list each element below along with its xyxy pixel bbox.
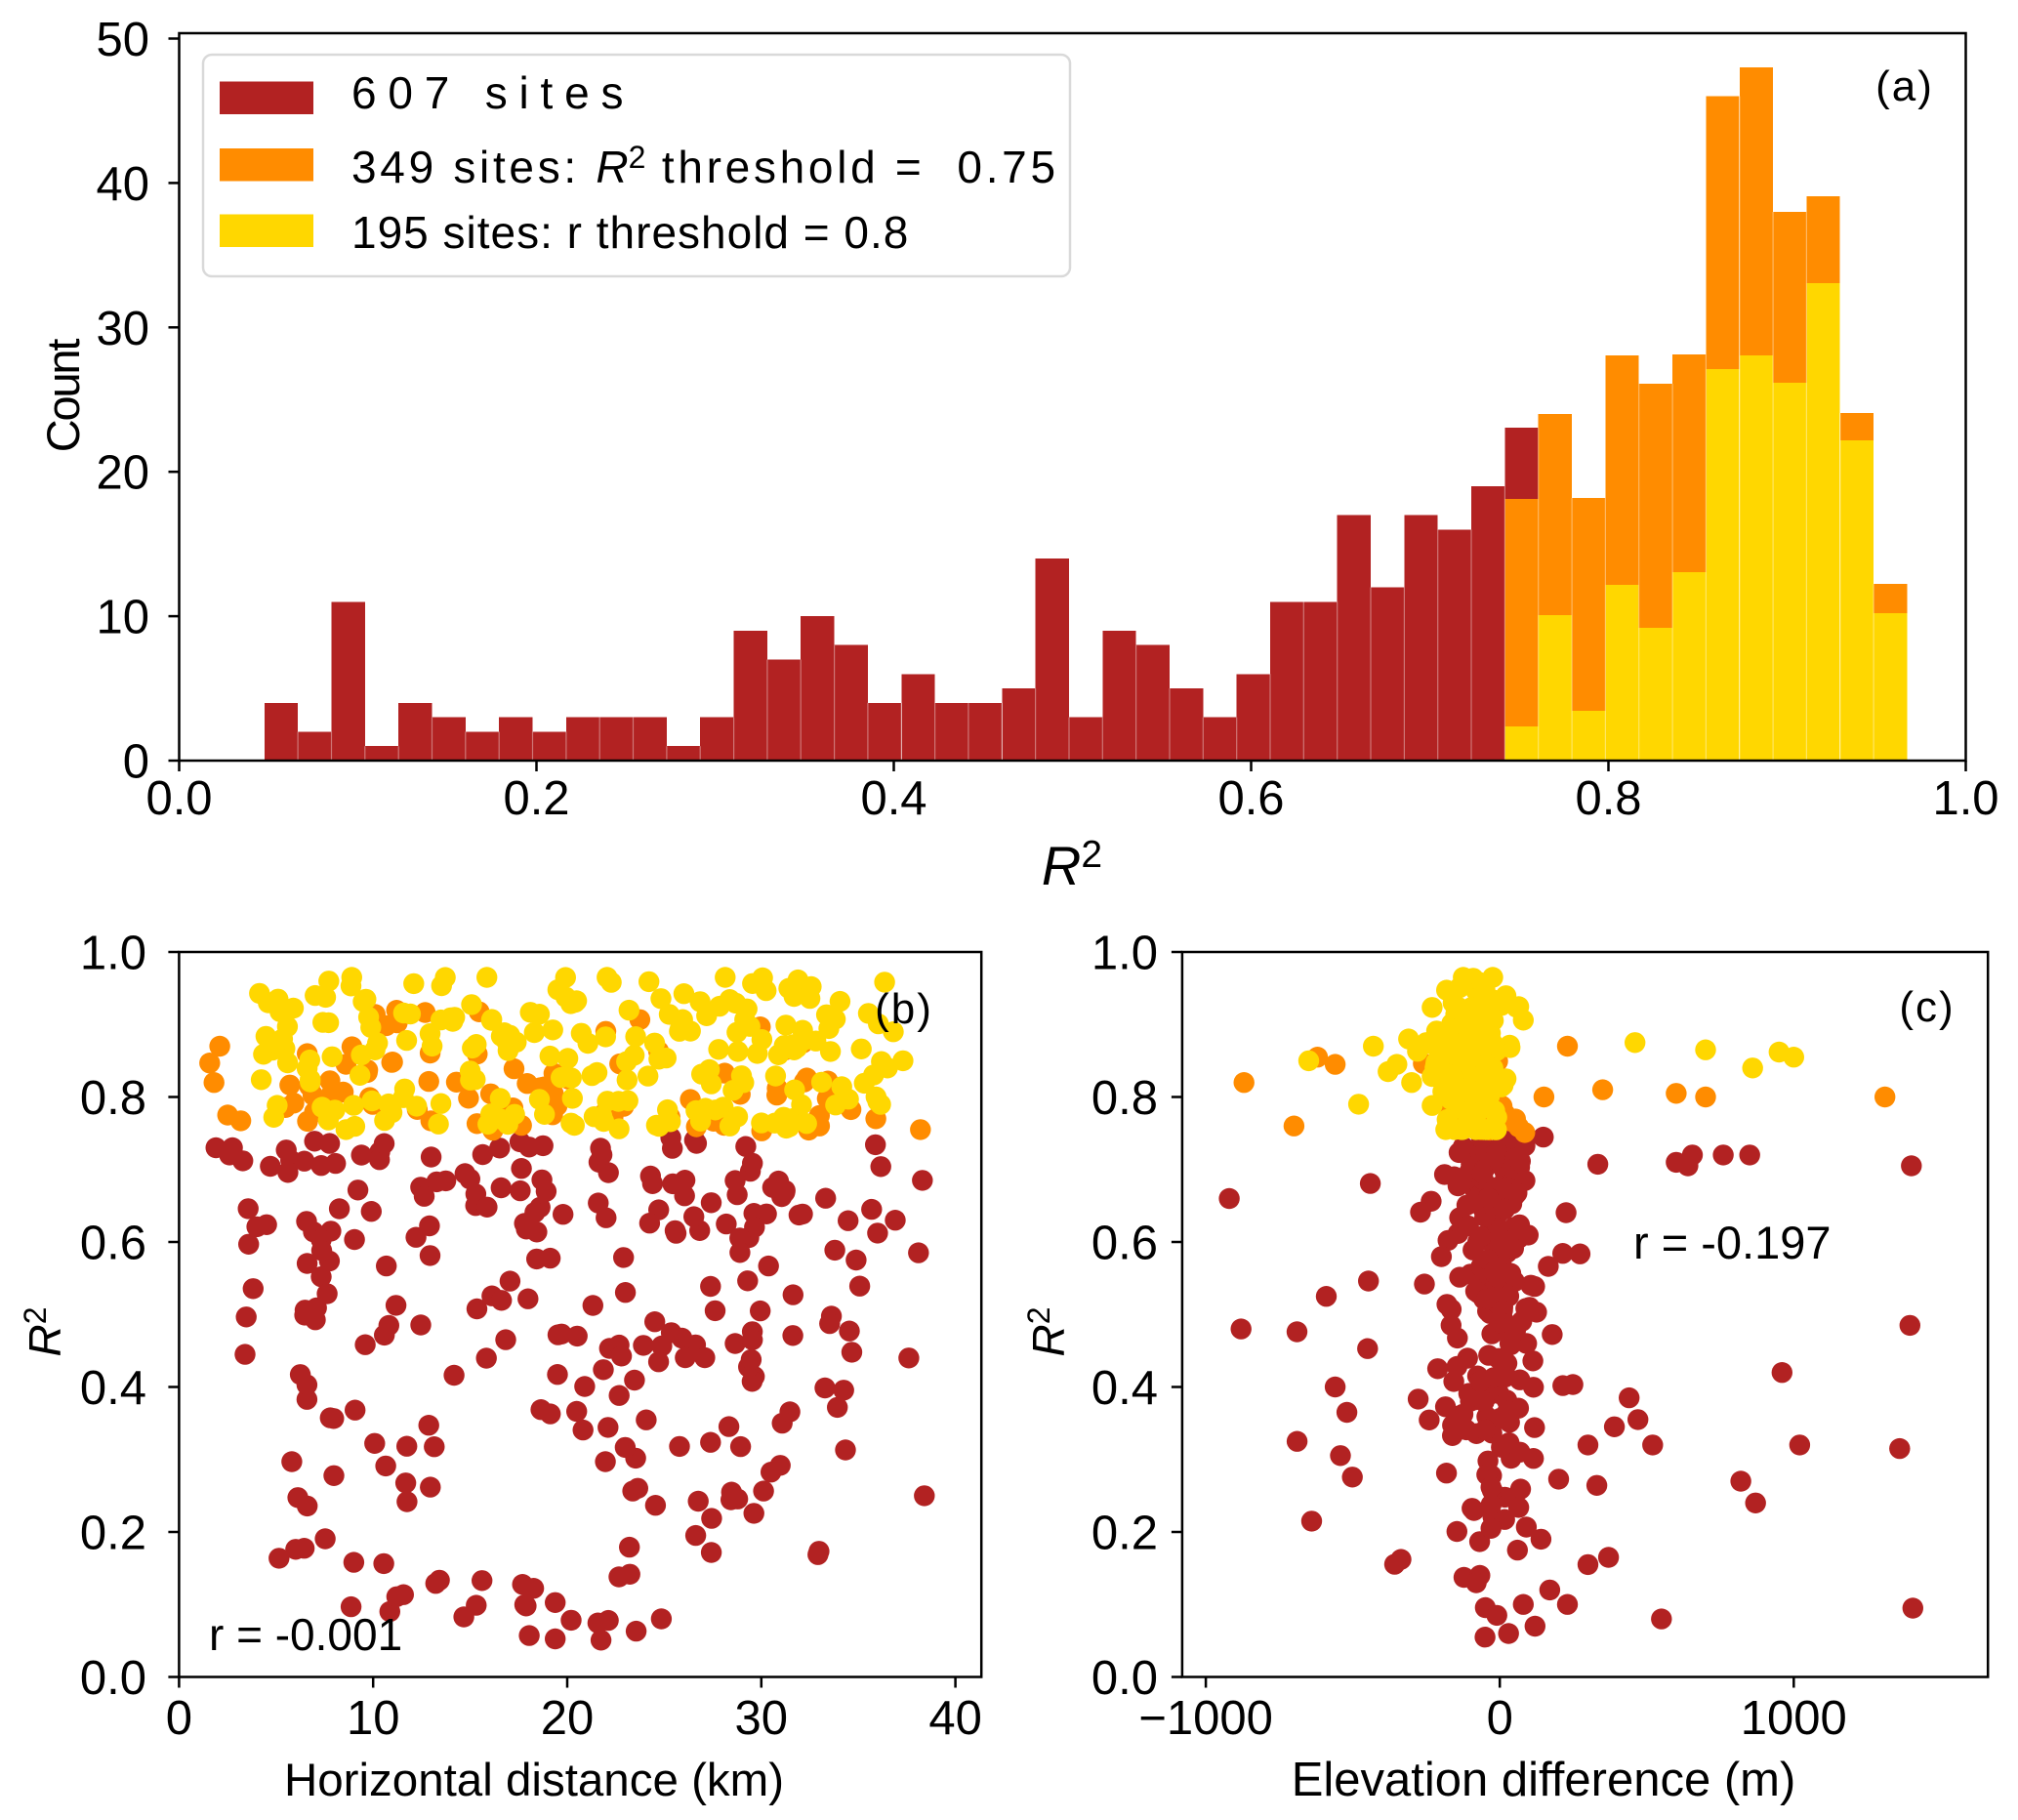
svg-text:(a): (a) [1875, 62, 1934, 110]
svg-text:0.6: 0.6 [1217, 772, 1284, 825]
svg-text:1.0: 1.0 [80, 928, 146, 980]
svg-text:20: 20 [96, 447, 149, 500]
svg-text:1000: 1000 [1741, 1692, 1847, 1745]
svg-text:10: 10 [96, 592, 149, 644]
svg-text:607 sites: 607 sites [351, 67, 635, 118]
svg-text:349 sites: R2 threshold = 0.7: 349 sites: R2 threshold = 0.75 [351, 140, 1059, 192]
svg-text:0.6: 0.6 [1091, 1218, 1158, 1270]
svg-text:0.0: 0.0 [80, 1652, 146, 1705]
svg-text:Count: Count [37, 339, 89, 453]
svg-text:0: 0 [1487, 1692, 1513, 1745]
svg-text:50: 50 [96, 14, 149, 66]
svg-text:0.0: 0.0 [145, 772, 212, 825]
svg-text:Horizontal distance (km): Horizontal distance (km) [284, 1755, 784, 1806]
svg-text:30: 30 [96, 303, 149, 355]
svg-text:0.8: 0.8 [80, 1072, 146, 1125]
svg-text:0.8: 0.8 [1091, 1072, 1158, 1125]
svg-text:30: 30 [735, 1692, 789, 1745]
svg-text:0.8: 0.8 [1575, 772, 1641, 825]
svg-text:0.6: 0.6 [80, 1218, 146, 1270]
svg-text:195 sites: r threshold = 0.8: 195 sites: r threshold = 0.8 [351, 207, 909, 258]
svg-text:0.2: 0.2 [80, 1508, 146, 1560]
svg-text:0.4: 0.4 [860, 772, 927, 825]
svg-text:0.0: 0.0 [1091, 1652, 1158, 1705]
svg-text:10: 10 [347, 1692, 400, 1745]
svg-text:1.0: 1.0 [1932, 772, 1998, 825]
svg-text:0: 0 [123, 736, 149, 789]
svg-text:r = -0.197: r = -0.197 [1633, 1217, 1831, 1268]
svg-text:0.2: 0.2 [1091, 1508, 1158, 1560]
svg-text:r = -0.001: r = -0.001 [209, 1609, 402, 1660]
svg-text:20: 20 [541, 1692, 595, 1745]
svg-text:Elevation difference (m): Elevation difference (m) [1292, 1754, 1796, 1806]
svg-text:(c): (c) [1899, 983, 1955, 1031]
svg-text:40: 40 [928, 1692, 982, 1745]
svg-text:40: 40 [96, 158, 149, 211]
svg-text:1.0: 1.0 [1091, 928, 1158, 980]
svg-text:0.4: 0.4 [80, 1362, 146, 1415]
svg-text:0: 0 [166, 1692, 192, 1745]
svg-text:(b): (b) [875, 985, 933, 1033]
svg-text:0.4: 0.4 [1091, 1362, 1158, 1415]
svg-text:0.2: 0.2 [503, 772, 569, 825]
svg-text:−1000: −1000 [1138, 1692, 1273, 1745]
